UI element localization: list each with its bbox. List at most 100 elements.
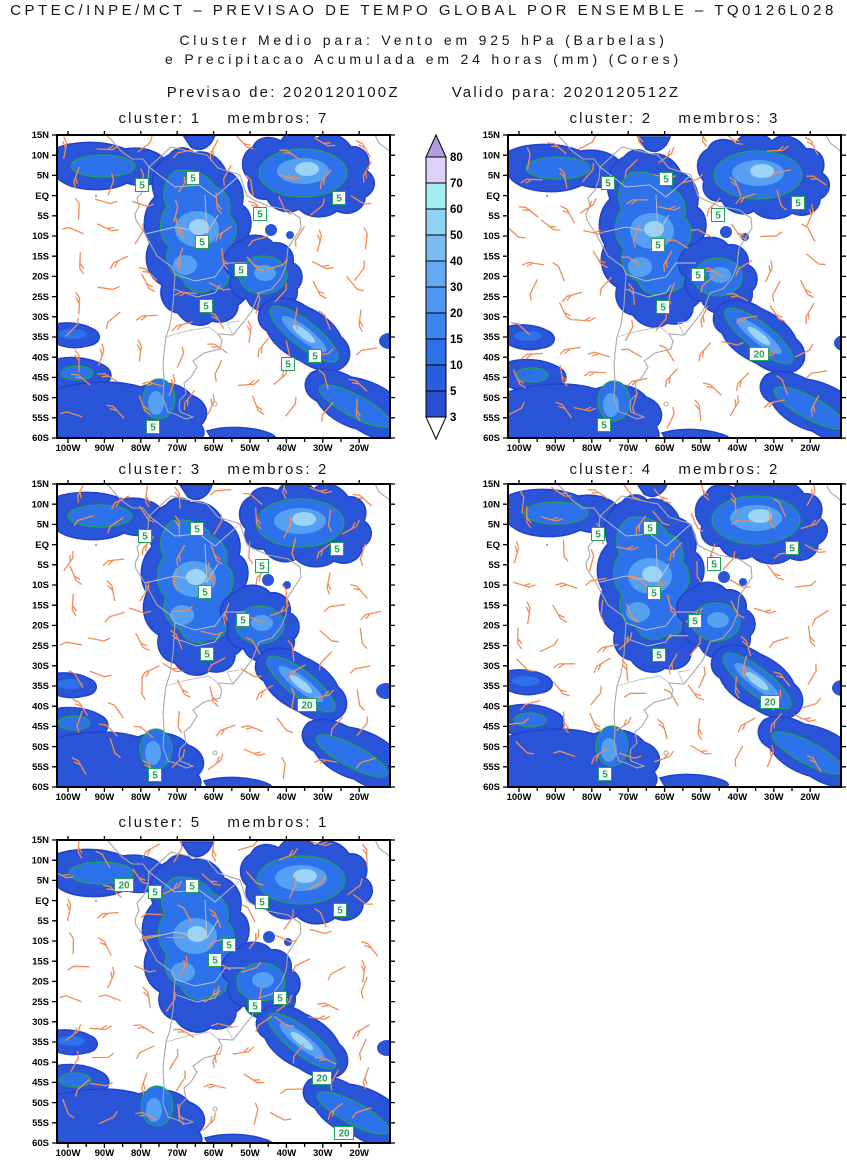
svg-text:40S: 40S	[483, 701, 500, 712]
svg-text:25S: 25S	[483, 292, 500, 303]
contour-label: 5	[688, 614, 702, 628]
cluster-label: cluster: 1	[118, 110, 202, 127]
header-subtitle-2: e Precipitacao Acumulada em 24 horas (mm…	[165, 51, 682, 67]
map-plot-cluster-2: 5 5 5 5 5 5 5 20 5 100W 90W 80W 70W 60W 50W 40W 30W 20W 1…	[483, 130, 846, 454]
svg-text:20S: 20S	[32, 977, 49, 988]
svg-text:70W: 70W	[167, 443, 187, 454]
contour-label: 20	[760, 695, 780, 709]
svg-text:20W: 20W	[800, 443, 820, 454]
contour-label: 5	[643, 521, 657, 535]
svg-text:40W: 40W	[277, 443, 297, 454]
svg-text:5: 5	[655, 241, 661, 252]
svg-text:50S: 50S	[32, 1098, 49, 1109]
svg-text:55S: 55S	[32, 1118, 49, 1129]
panel-title-cluster-5: cluster: 5 membros: 1	[57, 814, 390, 831]
svg-text:30S: 30S	[483, 661, 500, 672]
contour-label: 5	[148, 768, 162, 782]
svg-text:5: 5	[602, 770, 608, 781]
svg-text:20: 20	[753, 350, 765, 361]
svg-text:30: 30	[450, 282, 463, 294]
svg-text:20: 20	[338, 1129, 350, 1140]
svg-text:20S: 20S	[32, 621, 49, 632]
svg-text:20: 20	[316, 1074, 328, 1085]
svg-text:40S: 40S	[483, 352, 500, 363]
svg-text:40W: 40W	[277, 1148, 297, 1159]
svg-text:50W: 50W	[691, 792, 711, 803]
wind-barbs	[57, 840, 379, 1132]
contour-label: 5	[598, 767, 612, 781]
svg-text:10: 10	[450, 360, 463, 372]
svg-text:EQ: EQ	[486, 191, 500, 202]
contour-label: 20	[114, 878, 134, 892]
wind-barbs	[508, 135, 828, 429]
svg-text:60W: 60W	[204, 443, 224, 454]
svg-text:5: 5	[152, 888, 158, 899]
svg-text:60W: 60W	[204, 792, 224, 803]
cluster-label: cluster: 2	[569, 110, 653, 127]
svg-text:90W: 90W	[95, 1148, 115, 1159]
svg-text:5S: 5S	[37, 211, 49, 222]
svg-text:15N: 15N	[32, 835, 50, 846]
coastlines	[545, 484, 841, 769]
svg-text:EQ: EQ	[35, 540, 49, 551]
precipitation-shading	[57, 840, 390, 1143]
svg-text:25S: 25S	[32, 292, 49, 303]
svg-text:20W: 20W	[800, 792, 820, 803]
svg-text:5: 5	[605, 179, 611, 190]
svg-text:5: 5	[212, 956, 218, 967]
contour-label: 5	[198, 585, 212, 599]
svg-text:5S: 5S	[488, 211, 500, 222]
contour-label: 5	[138, 529, 152, 543]
contour-label: 5	[273, 991, 287, 1005]
svg-text:15N: 15N	[483, 479, 501, 490]
svg-text:5: 5	[337, 906, 343, 917]
svg-text:60W: 60W	[655, 792, 675, 803]
svg-text:5: 5	[695, 271, 701, 282]
contour-label: 5	[195, 235, 209, 249]
svg-text:80W: 80W	[582, 792, 602, 803]
contour-label: 5	[308, 349, 322, 363]
contour-label: 5	[656, 300, 670, 314]
forecast-valid-label: Valido para: 2020120512Z	[451, 84, 681, 101]
svg-text:35S: 35S	[483, 681, 500, 692]
contour-label: 5	[146, 420, 160, 434]
contour-label: 5	[330, 542, 344, 556]
contour-labels: 5 5 5 5 5 5 5 5 5 5	[135, 171, 346, 434]
contour-label: 5	[659, 172, 673, 186]
svg-text:30S: 30S	[32, 1017, 49, 1028]
precip-colorbar: 80 70 60 50 40 30 20 15 10 5 3	[425, 133, 463, 441]
contour-label: 5	[711, 208, 725, 222]
svg-text:3: 3	[450, 412, 456, 424]
svg-text:40S: 40S	[32, 1057, 49, 1068]
svg-text:45S: 45S	[32, 722, 49, 733]
svg-text:10S: 10S	[32, 580, 49, 591]
svg-text:5: 5	[259, 898, 265, 909]
membros-label: membros: 2	[227, 461, 329, 478]
svg-text:5S: 5S	[37, 916, 49, 927]
svg-text:40W: 40W	[728, 443, 748, 454]
svg-text:EQ: EQ	[35, 191, 49, 202]
contour-label: 20	[312, 1071, 332, 1085]
svg-text:60S: 60S	[32, 433, 49, 444]
svg-text:55S: 55S	[483, 413, 500, 424]
svg-text:25S: 25S	[483, 641, 500, 652]
svg-text:5: 5	[711, 560, 717, 571]
svg-text:5N: 5N	[37, 171, 49, 182]
svg-text:40: 40	[450, 256, 463, 268]
svg-text:5N: 5N	[488, 171, 500, 182]
svg-text:5: 5	[194, 525, 200, 536]
svg-text:5: 5	[238, 266, 244, 277]
contour-label: 5	[148, 885, 162, 899]
svg-text:100W: 100W	[507, 792, 532, 803]
svg-text:35S: 35S	[32, 1037, 49, 1048]
svg-text:5: 5	[190, 174, 196, 185]
svg-text:30S: 30S	[483, 312, 500, 323]
svg-text:30W: 30W	[764, 443, 784, 454]
svg-text:10N: 10N	[483, 150, 501, 161]
svg-text:15: 15	[450, 334, 463, 346]
svg-text:30W: 30W	[313, 1148, 333, 1159]
contour-label: 5	[199, 299, 213, 313]
contour-labels: 5 5 5 5 5 5 5 20 5	[597, 172, 805, 432]
contour-label: 5	[691, 268, 705, 282]
wind-barbs	[60, 135, 378, 422]
